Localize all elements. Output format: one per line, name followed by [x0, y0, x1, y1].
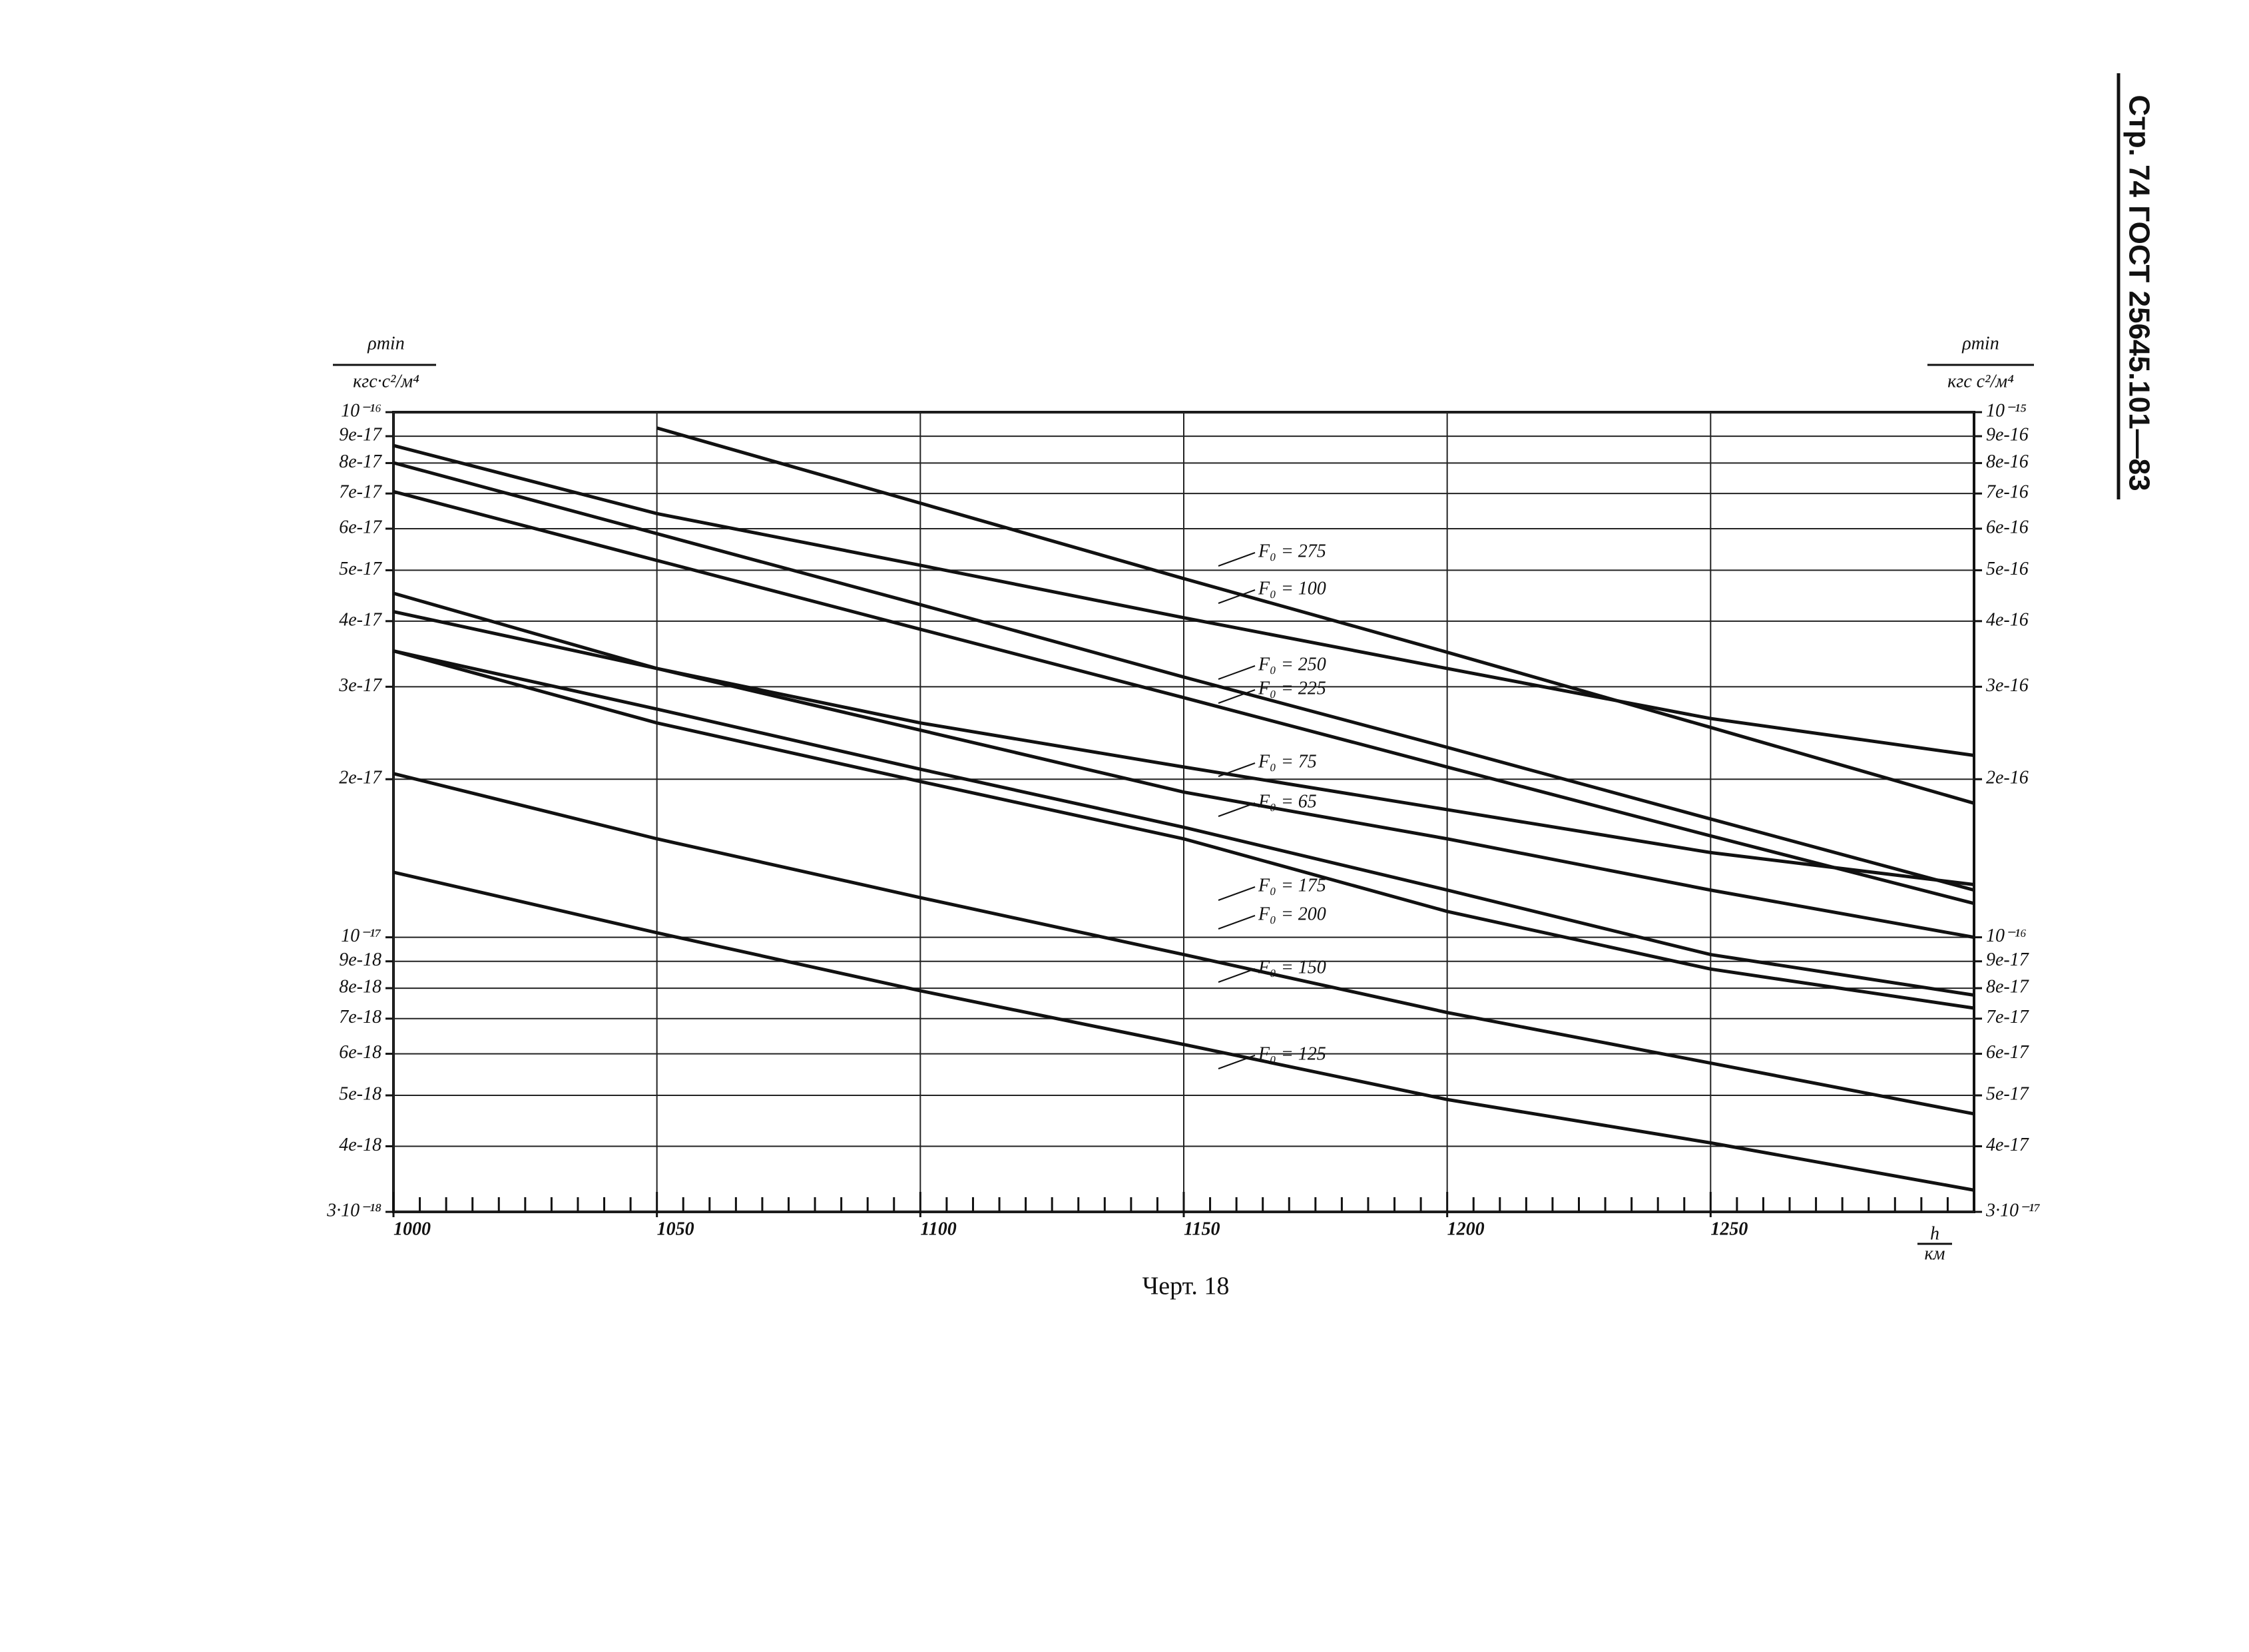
y-tick-label: 2e-17	[339, 768, 382, 788]
series-label: F₀ = 75	[1258, 751, 1317, 772]
y-tick-label: 5e-18	[339, 1083, 381, 1104]
y-tick-label: 7e-17	[339, 482, 382, 503]
leader-line	[1218, 689, 1256, 704]
series-line	[393, 649, 1975, 997]
leader-line	[1218, 802, 1256, 817]
y2-tick-label: 3·10⁻¹⁷	[1985, 1200, 2041, 1221]
y-tick-label: 9e-17	[339, 425, 382, 445]
y2-tick-label: 7e-17	[1986, 1007, 2029, 1027]
y-tick-label: 6e-17	[339, 517, 382, 537]
x-tick-label: 1100	[920, 1219, 956, 1239]
series-line	[393, 772, 1975, 1116]
leader-line	[1218, 1055, 1256, 1069]
series-label: F₀ = 100	[1258, 578, 1326, 599]
y2-tick-label: 9e-16	[1986, 425, 2029, 445]
y2-tick-label: 5e-17	[1986, 1083, 2029, 1104]
leader-line	[1218, 915, 1256, 930]
y-tick-label: 7e-18	[339, 1007, 381, 1027]
y-tick-label: 6e-18	[339, 1042, 381, 1063]
x-tick-label: 1200	[1447, 1219, 1485, 1239]
y-tick-label: 3·10⁻¹⁸	[326, 1200, 381, 1221]
y2-tick-label: 4e-17	[1986, 1135, 2029, 1155]
caption: Черт. 18	[1142, 1272, 1230, 1300]
leader-line	[1218, 665, 1256, 680]
y-label-den: кгс·с²/м⁴	[353, 371, 419, 392]
y2-tick-label: 6e-17	[1986, 1042, 2029, 1063]
series-label: F₀ = 250	[1258, 654, 1326, 675]
y-tick-label: 10⁻¹⁷	[341, 926, 381, 946]
series-label: F₀ = 175	[1258, 875, 1326, 896]
series-line	[393, 489, 1975, 906]
x-tick-label: 1250	[1710, 1219, 1748, 1239]
y2-tick-label: 8e-16	[1986, 451, 2029, 472]
series-label: F₀ = 65	[1258, 791, 1317, 812]
y2-tick-label: 10⁻¹⁵	[1986, 400, 2027, 421]
series-label: F₀ = 150	[1258, 957, 1326, 977]
y-label-num: ρmin	[367, 333, 404, 354]
y-tick-label: 8e-17	[339, 451, 382, 472]
leader-line	[1218, 552, 1256, 567]
series-line	[393, 649, 1975, 1010]
y-tick-label: 4e-18	[339, 1135, 381, 1155]
series-line	[393, 443, 1975, 757]
y2-tick-label: 3e-16	[1985, 675, 2029, 696]
x-label-den: км	[1925, 1243, 1945, 1264]
y-tick-label: 4e-17	[339, 609, 382, 630]
y2-label-den: кгс с²/м⁴	[1947, 371, 2014, 392]
y2-tick-label: 5e-16	[1986, 559, 2029, 579]
x-label-num: h	[1930, 1223, 1939, 1244]
series-label: F₀ = 200	[1258, 904, 1326, 924]
leader-line	[1218, 762, 1256, 777]
series-label: F₀ = 275	[1258, 541, 1326, 561]
x-tick-label: 1050	[657, 1219, 694, 1239]
page-header: Стр. 74 ГОСТ 25645.101—83	[2123, 95, 2155, 491]
series-line	[656, 426, 1975, 805]
leader-line	[1218, 589, 1256, 604]
y-tick-label: 10⁻¹⁶	[341, 400, 381, 421]
leader-line	[1218, 968, 1256, 983]
y2-tick-label: 6e-16	[1986, 517, 2029, 537]
x-tick-label: 1150	[1184, 1219, 1220, 1239]
series-line	[393, 461, 1975, 892]
series-line	[393, 870, 1975, 1192]
y2-tick-label: 10⁻¹⁶	[1986, 926, 2027, 946]
y2-tick-label: 4e-16	[1986, 609, 2029, 630]
y2-tick-label: 8e-17	[1986, 976, 2029, 997]
x-tick-label: 1000	[393, 1219, 431, 1239]
y-tick-label: 8e-18	[339, 976, 381, 997]
y2-label-num: ρmin	[1961, 333, 1999, 354]
y-tick-label: 3e-17	[338, 675, 382, 696]
y2-tick-label: 2e-16	[1986, 768, 2029, 788]
series-label: F₀ = 225	[1258, 678, 1326, 698]
series-label: F₀ = 125	[1258, 1043, 1326, 1064]
leader-line	[1218, 886, 1256, 901]
y2-tick-label: 7e-16	[1986, 482, 2029, 503]
y2-tick-label: 9e-17	[1986, 950, 2029, 970]
y-tick-label: 9e-18	[339, 950, 381, 970]
y-tick-label: 5e-17	[339, 559, 382, 579]
series-line	[393, 610, 1975, 940]
